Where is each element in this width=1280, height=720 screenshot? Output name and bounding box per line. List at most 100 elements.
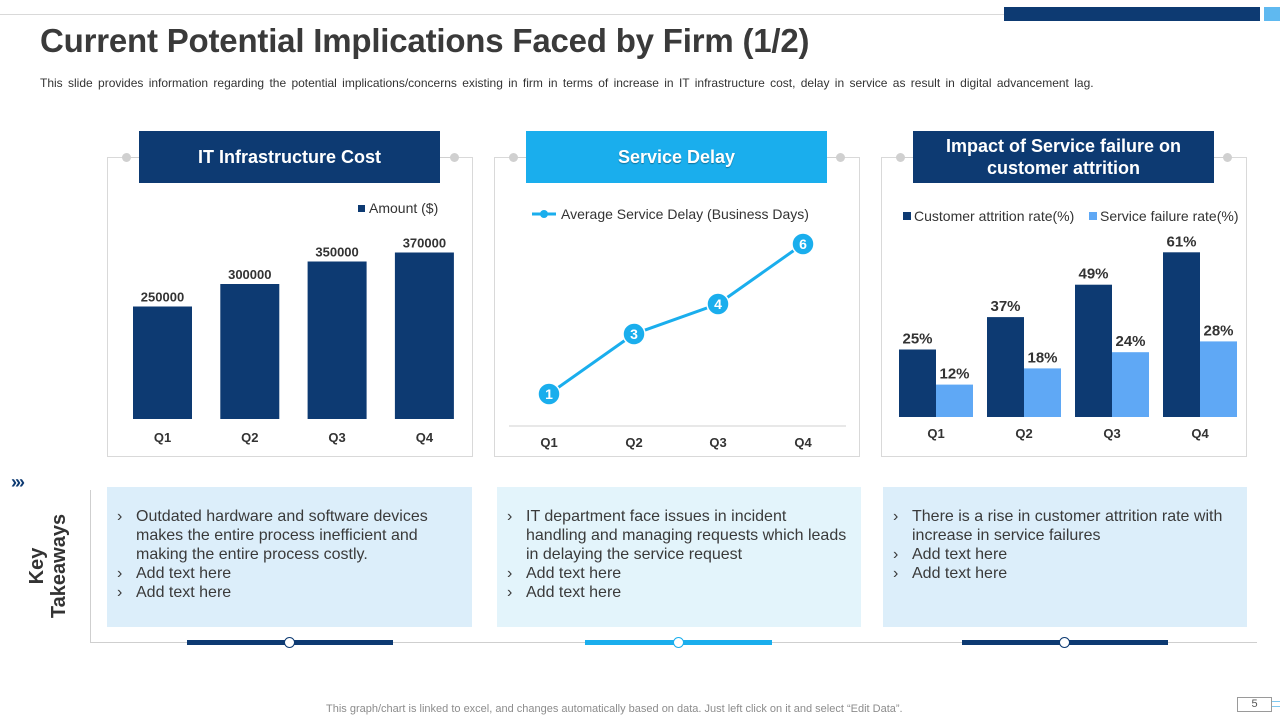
takeaway-item: › Add text here <box>893 565 1008 582</box>
data-point <box>537 382 561 406</box>
service-delay-panel <box>494 157 860 457</box>
takeaway-box-infra: › Outdated hardware and software devices … <box>107 487 472 627</box>
takeaway-box-attrition: › There is a rise in customer attrition r… <box>883 487 1247 627</box>
legend-swatch <box>1089 212 1097 220</box>
footer-note: This graph/chart is linked to excel, and… <box>326 703 903 715</box>
data-label: 250000 <box>141 290 184 305</box>
bar <box>1200 341 1237 417</box>
data-label: 300000 <box>228 267 271 282</box>
takeaway-box-delay: › IT department face issues in incident h… <box>497 487 861 627</box>
data-point <box>706 292 730 316</box>
page-title: Current Potential Implications Faced by … <box>40 22 810 59</box>
data-label: 1 <box>545 386 553 402</box>
takeaway-item: › Add text here <box>507 584 622 601</box>
page-subtitle: This slide provides information regardin… <box>40 76 1094 90</box>
panel-connector-dot <box>836 153 845 162</box>
data-label: 4 <box>714 296 722 312</box>
bar <box>1163 252 1200 417</box>
data-label: 350000 <box>315 245 358 260</box>
panel-connector-dot <box>122 153 131 162</box>
panel-connector-line <box>1214 157 1224 158</box>
bar <box>394 252 454 419</box>
underline-dot <box>284 637 295 648</box>
infra-cost-header: IT Infrastructure Cost <box>139 131 440 183</box>
underline-dot <box>673 637 684 648</box>
takeaway-item: › Outdated hardware and software devices … <box>117 508 428 563</box>
legend-label: Service failure rate(%) <box>1100 208 1239 224</box>
data-label: 61% <box>1166 233 1196 250</box>
panel-connector-dot <box>450 153 459 162</box>
data-label: 3 <box>630 326 638 342</box>
chevron-right-icon: › <box>893 508 899 525</box>
data-label: 49% <box>1078 266 1108 283</box>
bar <box>899 349 936 417</box>
chevrons-icon: ››› <box>11 472 25 492</box>
takeaway-item: › IT department face issues in incident h… <box>507 508 847 563</box>
bar <box>1075 284 1112 417</box>
top-accent-bar <box>1004 7 1260 21</box>
bar <box>220 284 280 419</box>
data-label: 37% <box>990 298 1020 315</box>
chevron-right-icon: › <box>507 584 513 601</box>
service-delay-header: Service Delay <box>526 131 827 183</box>
data-point <box>622 322 646 346</box>
bar <box>1112 352 1149 417</box>
x-tick-label: Q3 <box>709 435 726 450</box>
x-tick-label: Q4 <box>1191 426 1209 441</box>
panel-connector-dot <box>1223 153 1232 162</box>
data-point <box>791 232 815 256</box>
x-tick-label: Q4 <box>794 435 812 450</box>
chevron-right-icon: › <box>893 546 899 563</box>
service-delay-chart[interactable]: Average Service Delay (Business Days) 1 Q1… <box>494 190 860 456</box>
top-accent-bar-light <box>1264 7 1280 21</box>
panel-connector-line <box>130 157 142 158</box>
x-tick-label: Q2 <box>1015 426 1032 441</box>
attrition-header: Impact of Service failure on customer at… <box>913 131 1214 183</box>
bar <box>307 261 367 419</box>
bar <box>936 384 973 417</box>
legend-label: Average Service Delay (Business Days) <box>561 206 809 222</box>
panel-connector-line <box>827 157 837 158</box>
page-number: 5 <box>1237 697 1272 712</box>
data-label: 28% <box>1203 322 1233 339</box>
infra-cost-chart[interactable]: Amount ($) 250000 Q1 300000 Q2 350000 Q3 370000… <box>107 190 473 456</box>
page-number-accent <box>1272 701 1280 707</box>
top-divider <box>0 14 1004 15</box>
x-tick-label: Q2 <box>625 435 642 450</box>
panel-connector-dot <box>509 153 518 162</box>
bar <box>133 306 192 419</box>
series-line <box>548 242 804 396</box>
data-label: 24% <box>1115 333 1145 350</box>
x-tick-label: Q1 <box>927 426 944 441</box>
takeaway-item: › There is a rise in customer attrition r… <box>893 508 1223 544</box>
takeaway-item: › Add text here <box>893 546 1008 563</box>
chevron-right-icon: › <box>507 565 513 582</box>
data-label: 25% <box>902 331 932 348</box>
takeaway-item: › Add text here <box>507 565 622 582</box>
bar <box>1024 368 1061 417</box>
takeaway-item: › Add text here <box>117 584 232 601</box>
takeaway-item: › Add text here <box>117 565 232 582</box>
panel-connector-dot <box>896 153 905 162</box>
legend-marker <box>540 210 548 218</box>
takeaways-frame <box>90 490 91 643</box>
x-tick-label: Q3 <box>1103 426 1120 441</box>
attrition-chart[interactable]: Customer attrition rate(%) Service failur… <box>881 190 1247 456</box>
key-takeaways-label: Key Takeaways <box>26 513 70 619</box>
legend-label: Amount ($) <box>369 200 438 216</box>
legend-swatch <box>903 212 911 220</box>
panel-connector-line <box>517 157 527 158</box>
legend-label: Customer attrition rate(%) <box>914 208 1074 224</box>
bar <box>987 317 1024 417</box>
chevron-right-icon: › <box>117 508 123 525</box>
legend-swatch <box>358 205 365 212</box>
panel-connector-line <box>904 157 914 158</box>
x-tick-label: Q2 <box>241 430 258 445</box>
x-tick-label: Q4 <box>416 430 434 445</box>
data-label: 6 <box>799 236 807 252</box>
x-tick-label: Q1 <box>540 435 557 450</box>
chevron-right-icon: › <box>117 584 123 601</box>
panel-connector-line <box>440 157 452 158</box>
data-label: 18% <box>1027 349 1057 366</box>
chevron-right-icon: › <box>893 565 899 582</box>
